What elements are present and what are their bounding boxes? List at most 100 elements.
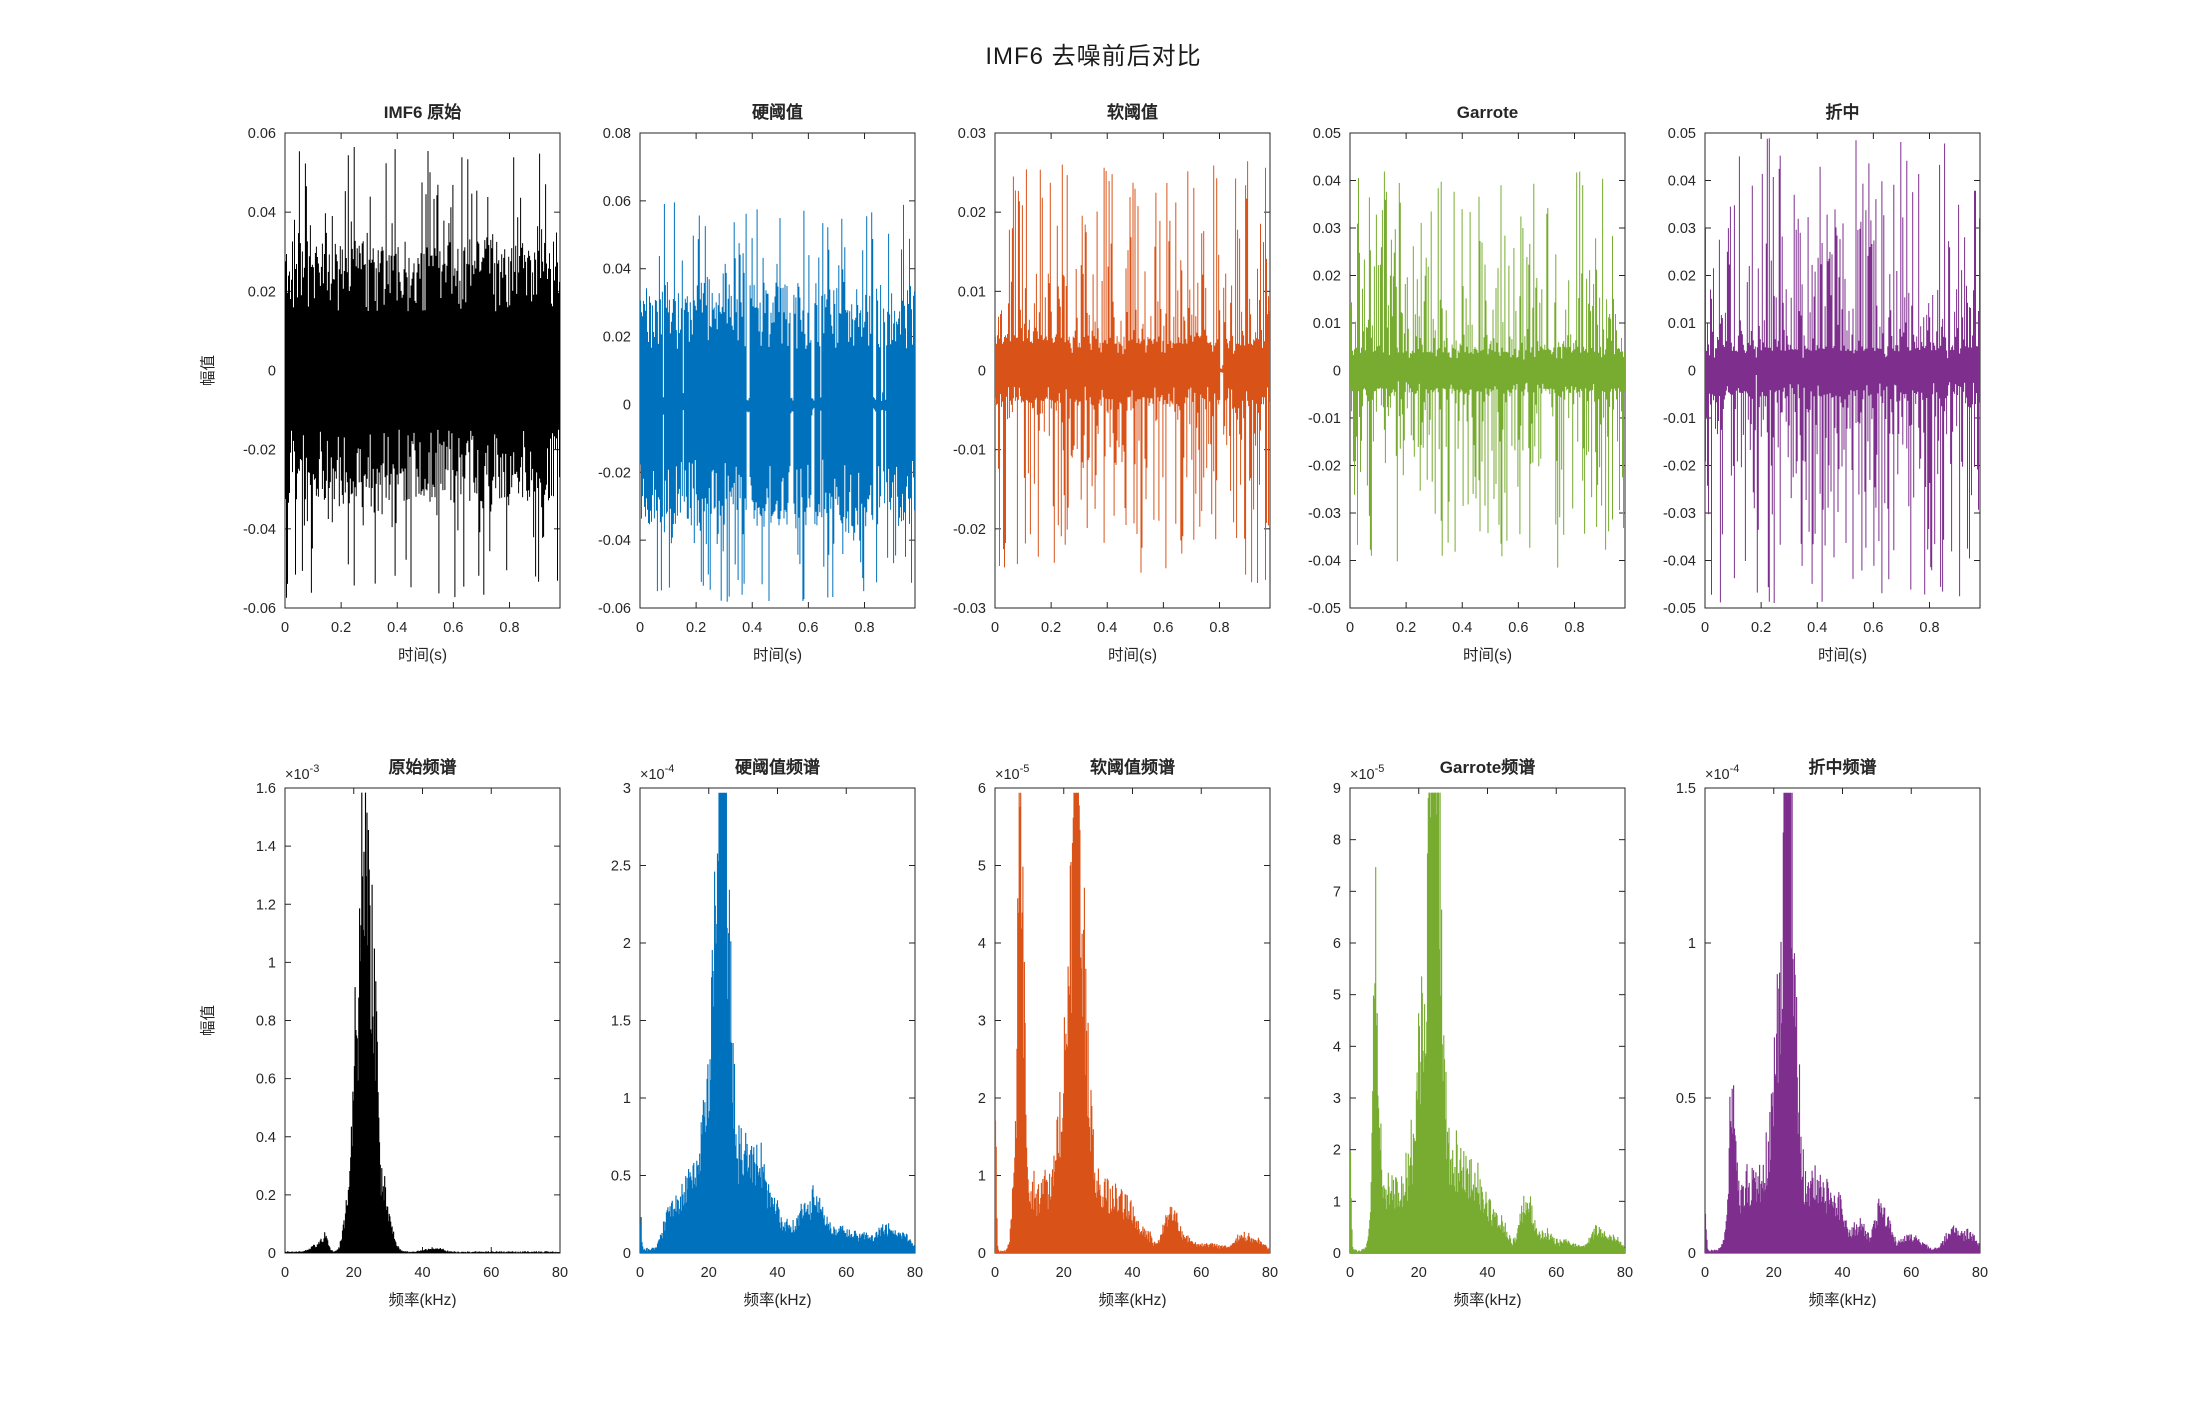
y-tick-label: 1 — [1688, 936, 1696, 952]
y-tick-label: 0.02 — [248, 284, 276, 300]
x-tick-label: 20 — [1411, 1265, 1427, 1281]
x-tick-label: 0.4 — [1452, 620, 1472, 636]
y-tick-label: 3 — [1333, 1091, 1341, 1107]
y-axis-ticks: 0 0.5 1 1.5 — [1676, 781, 1980, 1262]
y-tick-label: 0.03 — [1313, 221, 1341, 237]
y-tick-label: 0.08 — [603, 126, 631, 142]
subplot-cell-original-spectrum: 0 20 40 60 80 0 0.2 0.4 0.6 0.8 1 1.2 1.4 1.6 原始频谱 ×10-… — [180, 748, 570, 1308]
x-tick-label: 0.4 — [1807, 620, 1827, 636]
y-axis-exponent-label: ×10-3 — [285, 763, 319, 783]
x-axis-label: 时间(s) — [1463, 646, 1512, 664]
y-tick-label: 0 — [978, 364, 986, 380]
y-axis-ticks: -0.05 -0.04 -0.03 -0.02 -0.01 0 0.01 0.02 0.03 0.… — [1663, 126, 1980, 617]
subplot-cell-hard-threshold-spectrum: 0 20 40 60 80 0 0.5 1 1.5 2 2.5 3 硬阈值频谱 ×10-4 频率(kHz) — [535, 748, 925, 1308]
y-axis-ticks: 0 0.5 1 1.5 2 2.5 3 — [611, 781, 915, 1262]
x-tick-label: 80 — [1617, 1265, 1633, 1281]
x-axis-label: 时间(s) — [398, 646, 447, 664]
y-tick-label: -0.04 — [598, 533, 631, 549]
subplot-title: 软阈值 — [1107, 102, 1158, 122]
subplot-cell-garrote-spectrum: 0 20 40 60 80 0 1 2 3 4 5 6 7 8 9 Garrote频谱 ×10-5 频率(kHz) — [1245, 748, 1635, 1308]
y-tick-label: 0 — [268, 1246, 276, 1262]
y-tick-label: 0.04 — [1668, 174, 1696, 190]
subplot-soft-threshold: 0 0.2 0.4 0.6 0.8 -0.03 -0.02 -0.01 0 0.01 0.02 0.0… — [953, 102, 1271, 664]
x-tick-label: 0.4 — [387, 620, 407, 636]
subplot-hard-threshold-spectrum: 0 20 40 60 80 0 0.5 1 1.5 2 2.5 3 硬阈值频谱 ×10-4 频率(kHz) — [611, 757, 923, 1308]
subplot-cell-compromise: 0 0.2 0.4 0.6 0.8 -0.05 -0.04 -0.03 -0.02 -0.01 0 0… — [1600, 88, 1990, 688]
subplot-cell-imf6-original: 0 0.2 0.4 0.6 0.8 -0.06 -0.04 -0.02 0 0.02 0.04 0.0… — [180, 88, 570, 688]
subplot-soft-threshold-spectrum: 0 20 40 60 80 0 1 2 3 4 5 6 软阈值频谱 ×10-5 频率(kHz) — [978, 757, 1278, 1308]
y-axis-ticks: 0 1 2 3 4 5 6 — [978, 781, 1270, 1262]
y-tick-label: -0.03 — [1663, 506, 1696, 522]
series-path — [994, 792, 1271, 1253]
axes-box — [994, 787, 1271, 1254]
subplot-title: IMF6 原始 — [384, 102, 461, 122]
x-axis-label: 时间(s) — [1108, 646, 1157, 664]
x-tick-label: 0 — [636, 1265, 644, 1281]
subplot-garrote-spectrum: 0 20 40 60 80 0 1 2 3 4 5 6 7 8 9 Garrote频谱 ×10-5 频率(kHz) — [1333, 757, 1633, 1308]
y-tick-label: -0.05 — [1308, 601, 1341, 617]
x-tick-label: 0 — [636, 620, 644, 636]
x-tick-label: 0.6 — [1508, 620, 1528, 636]
axes-box — [1349, 787, 1626, 1254]
y-axis-exponent-label: ×10-4 — [1705, 763, 1739, 783]
y-tick-label: 0 — [623, 397, 631, 413]
y-tick-label: 5 — [978, 859, 986, 875]
series-path — [1349, 792, 1626, 1253]
x-axis-label: 频率(kHz) — [1453, 1291, 1521, 1308]
x-tick-label: 60 — [838, 1265, 854, 1281]
y-tick-label: 0 — [623, 1246, 631, 1262]
x-tick-label: 0 — [1346, 620, 1354, 636]
y-tick-label: 0.03 — [1668, 221, 1696, 237]
x-tick-label: 60 — [483, 1265, 499, 1281]
y-tick-label: -0.04 — [243, 522, 276, 538]
y-tick-label: 1 — [978, 1169, 986, 1185]
subplot-cell-soft-threshold-spectrum: 0 20 40 60 80 0 1 2 3 4 5 6 软阈值频谱 ×10-5 频率(kHz) — [890, 748, 1280, 1308]
y-tick-label: -0.02 — [1663, 459, 1696, 475]
subplot-hard-threshold: 0 0.2 0.4 0.6 0.8 -0.06 -0.04 -0.02 0 0.02 0.04 0.0… — [598, 102, 916, 664]
subplot-cell-garrote: 0 0.2 0.4 0.6 0.8 -0.05 -0.04 -0.03 -0.02 -0.01 0 0… — [1245, 88, 1635, 688]
x-tick-label: 80 — [1972, 1265, 1988, 1281]
y-tick-label: 2 — [978, 1091, 986, 1107]
x-tick-label: 0.4 — [742, 620, 762, 636]
x-tick-label: 20 — [346, 1265, 362, 1281]
subplot-title: Garrote — [1457, 103, 1518, 122]
y-tick-label: 2.5 — [611, 859, 631, 875]
axes-box — [284, 787, 561, 1254]
series-path — [640, 202, 915, 602]
y-axis-exponent-label: ×10-5 — [995, 763, 1029, 783]
x-tick-label: 0.6 — [1153, 620, 1173, 636]
x-tick-label: 0.2 — [1751, 620, 1771, 636]
x-tick-label: 20 — [1766, 1265, 1782, 1281]
y-tick-label: 3 — [978, 1014, 986, 1030]
y-axis-ticks: -0.06 -0.04 -0.02 0 0.02 0.04 0.06 0.08 — [598, 126, 915, 617]
y-tick-label: 0 — [1688, 1246, 1696, 1262]
subplot-cell-soft-threshold: 0 0.2 0.4 0.6 0.8 -0.03 -0.02 -0.01 0 0.01 0.02 0.0… — [890, 88, 1280, 688]
series-path — [639, 792, 916, 1253]
x-axis-ticks: 0 0.2 0.4 0.6 0.8 — [281, 133, 520, 636]
y-tick-label: 0.2 — [256, 1188, 276, 1204]
y-tick-label: 4 — [978, 936, 986, 952]
figure-title: IMF6 去噪前后对比 — [985, 43, 1202, 70]
series-path — [995, 161, 1270, 583]
y-tick-label: -0.06 — [243, 601, 276, 617]
y-tick-label: 0.02 — [1313, 269, 1341, 285]
x-axis-ticks: 0 20 40 60 80 — [1346, 788, 1633, 1281]
y-tick-label: 1 — [268, 955, 276, 971]
x-axis-label: 时间(s) — [1818, 646, 1867, 664]
x-axis-ticks: 0 20 40 60 80 — [281, 788, 568, 1281]
y-tick-label: -0.03 — [1308, 506, 1341, 522]
x-tick-label: 0.8 — [1209, 620, 1229, 636]
y-tick-label: 8 — [1333, 833, 1341, 849]
x-tick-label: 80 — [552, 1265, 568, 1281]
y-tick-label: -0.02 — [598, 465, 631, 481]
x-axis-ticks: 0 0.2 0.4 0.6 0.8 — [991, 133, 1230, 636]
y-tick-label: -0.01 — [1663, 411, 1696, 427]
y-tick-label: 1.2 — [256, 897, 276, 913]
y-tick-label: 0 — [268, 364, 276, 380]
x-axis-label: 频率(kHz) — [743, 1291, 811, 1308]
y-axis-label: 幅值 — [199, 1005, 217, 1036]
y-tick-label: 0.01 — [1313, 316, 1341, 332]
x-tick-label: 40 — [414, 1265, 430, 1281]
y-tick-label: 0.5 — [1676, 1091, 1696, 1107]
